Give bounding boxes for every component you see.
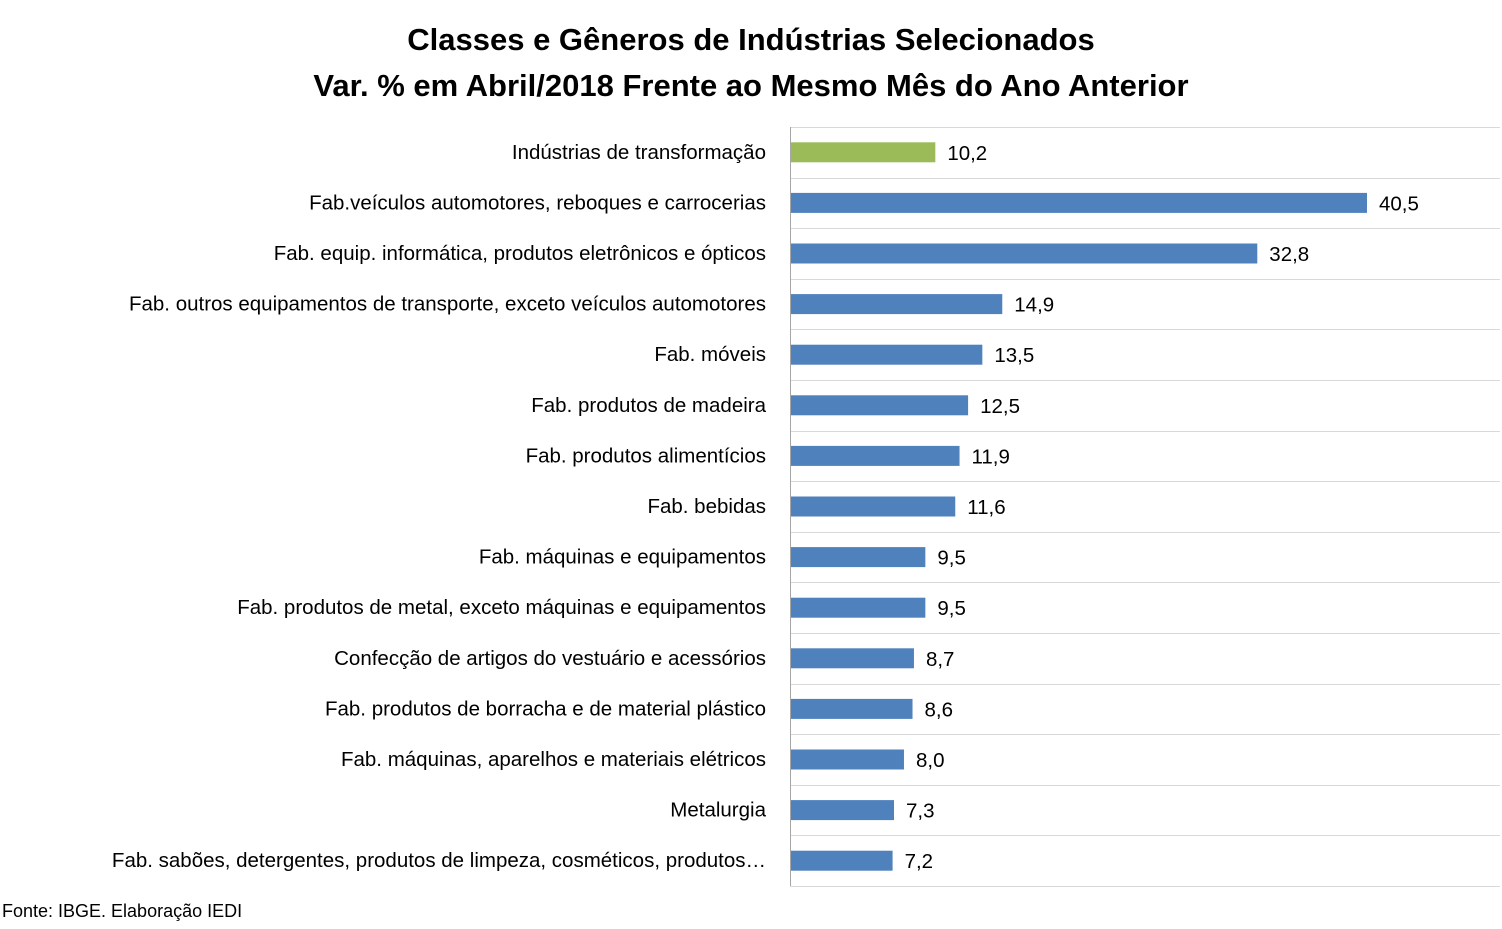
category-label: Fab. bebidas bbox=[647, 495, 766, 518]
data-label: 8,7 bbox=[926, 648, 955, 671]
category-label: Indústrias de transformação bbox=[512, 141, 766, 164]
data-label: 11,9 bbox=[972, 445, 1010, 468]
category-label: Fab. produtos de madeira bbox=[531, 394, 766, 417]
bar bbox=[790, 648, 914, 669]
data-label: 9,5 bbox=[937, 547, 966, 570]
bar bbox=[790, 445, 960, 466]
source-note: Fonte: IBGE. Elaboração IEDI bbox=[2, 901, 242, 921]
data-label: 9,5 bbox=[937, 597, 966, 620]
data-label: 8,0 bbox=[916, 749, 945, 772]
bar bbox=[790, 547, 926, 568]
category-label: Fab. produtos alimentícios bbox=[526, 444, 766, 467]
category-label: Fab. sabões, detergentes, produtos de li… bbox=[112, 849, 766, 872]
data-label: 10,2 bbox=[947, 142, 987, 165]
chart-title-line-1: Classes e Gêneros de Indústrias Selecion… bbox=[407, 22, 1094, 57]
bars bbox=[790, 142, 1367, 871]
data-label: 40,5 bbox=[1379, 192, 1419, 215]
bar bbox=[790, 749, 904, 770]
bar bbox=[790, 142, 936, 163]
bar bbox=[790, 294, 1003, 315]
data-label: 14,9 bbox=[1014, 294, 1054, 317]
category-label: Fab.veículos automotores, reboques e car… bbox=[309, 191, 766, 214]
value-labels: 10,2 40,5 32,8 14,9 13,5 12,5 11,9 11,6 9,5 9,5 8,… bbox=[905, 142, 1419, 873]
bar bbox=[790, 192, 1367, 213]
bar bbox=[790, 800, 895, 821]
chart-title-line-2: Var. % em Abril/2018 Frente ao Mesmo Mês… bbox=[313, 68, 1188, 103]
data-label: 11,6 bbox=[967, 496, 1005, 519]
category-label: Fab. móveis bbox=[654, 343, 766, 366]
category-label: Metalurgia bbox=[670, 799, 766, 822]
category-label: Fab. produtos de borracha e de material … bbox=[325, 697, 766, 720]
bar bbox=[790, 243, 1258, 264]
data-label: 12,5 bbox=[980, 395, 1020, 418]
grid-lines bbox=[790, 127, 1500, 887]
category-label: Fab. outros equipamentos de transporte, … bbox=[129, 293, 766, 316]
data-label: 7,2 bbox=[905, 850, 934, 873]
bar bbox=[790, 850, 893, 871]
category-labels: Indústrias de transformação Fab.veículos … bbox=[112, 141, 767, 872]
category-label: Fab. máquinas e equipamentos bbox=[479, 546, 766, 569]
category-label: Fab. equip. informática, produtos eletrô… bbox=[274, 242, 766, 265]
category-label: Fab. máquinas, aparelhos e materiais elé… bbox=[341, 748, 766, 771]
data-label: 13,5 bbox=[994, 344, 1034, 367]
data-label: 7,3 bbox=[906, 800, 935, 823]
category-label: Fab. produtos de metal, exceto máquinas … bbox=[237, 596, 766, 619]
category-label: Confecção de artigos do vestuário e aces… bbox=[334, 647, 766, 670]
bar bbox=[790, 395, 969, 416]
data-label: 32,8 bbox=[1269, 243, 1309, 266]
data-label: 8,6 bbox=[925, 698, 954, 721]
bar bbox=[790, 597, 926, 618]
bar bbox=[790, 496, 956, 517]
bar bbox=[790, 344, 983, 365]
bar bbox=[790, 698, 913, 719]
